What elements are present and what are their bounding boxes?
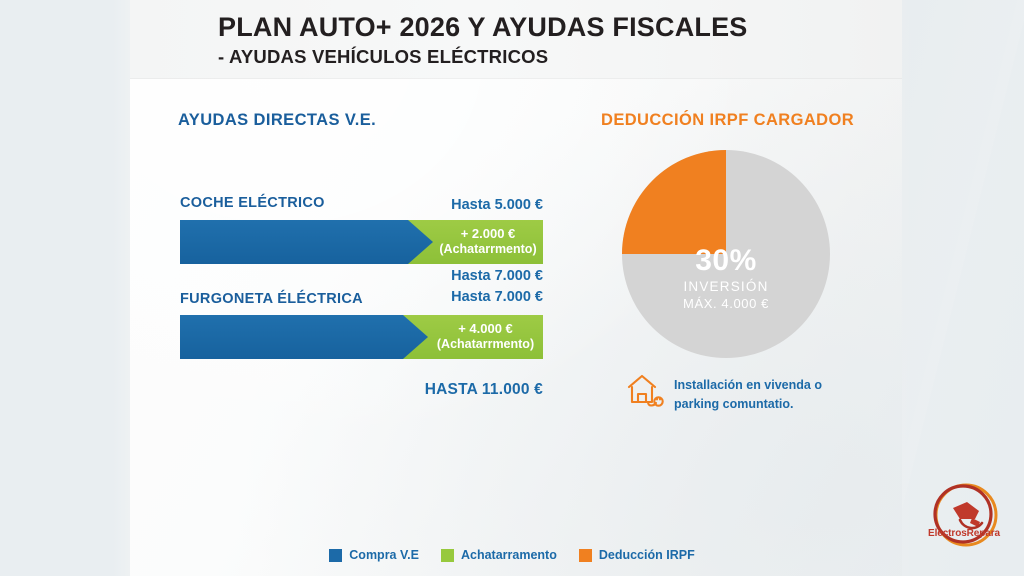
bar-bonus-amount: + 4.000 € (458, 321, 513, 337)
bar-segment-compra (180, 220, 433, 264)
brand-name: ElectrosRepara (928, 528, 1000, 539)
brand-logo: ElectrosRepara (920, 473, 1008, 561)
legend-swatch-orange-icon (578, 548, 592, 562)
header-band: PLAN AUTO+ 2026 Y AYUDAS FISCALES - AYUD… (130, 0, 902, 79)
legend-item-deduccion: Deducción IRPF (578, 548, 695, 562)
legend-swatch-green-icon (440, 548, 454, 562)
grand-total-amount: HASTA 11.000 € (424, 381, 543, 398)
installation-note-text: Installación en vivenda o parking comunt… (674, 376, 822, 412)
legend-swatch-blue-icon (329, 548, 343, 562)
pie-chart-svg (622, 150, 830, 358)
bar-category-label-coche: COCHE ELÉCTRICO (180, 195, 325, 211)
house-plug-icon (626, 372, 664, 417)
bar-bonus-label-furgoneta: + 4.000 € (Achatarrmento) (428, 315, 543, 359)
legend-label-deduccion: Deducción IRPF (598, 548, 695, 562)
section-heading-deduccion-irpf: DEDUCCIÓN IRPF CARGADOR (601, 111, 855, 129)
legend-item-compra: Compra V.E (329, 548, 419, 562)
bar-category-label-furgoneta: FURGONETA ÉLÉCTRICA (180, 291, 363, 307)
legend-label-achatarramento: Achatarramento (460, 548, 557, 562)
bar-bonus-note: (Achatarrmento) (439, 242, 537, 257)
bar-total-amount-coche: Hasta 7.000 € (451, 268, 543, 284)
bar-base-amount-furgoneta: Hasta 7.000 € (451, 289, 543, 305)
bar-furgoneta-electrica: + 4.000 € (Achatarrmento) (180, 315, 543, 359)
bar-bonus-label-coche: + 2.000 € (Achatarrmento) (433, 220, 543, 264)
installation-note: Installación en vivenda o parking comunt… (626, 372, 822, 417)
bar-bonus-note: (Achatarrmento) (436, 337, 535, 352)
section-heading-ayudas-directas: AYUDAS DIRECTAS V.E. (178, 111, 377, 129)
installation-note-line2: parking comuntatio. (674, 396, 794, 411)
pie-slice-deduccion (622, 150, 726, 254)
legend: Compra V.E Achatarramento Deducción IRPF (0, 548, 1024, 562)
legend-item-achatarramento: Achatarramento (440, 548, 557, 562)
bar-bonus-amount: + 2.000 € (460, 226, 516, 242)
page-title: PLAN AUTO+ 2026 Y AYUDAS FISCALES (218, 12, 748, 42)
pie-chart-deduccion-irpf: 30% INVERSIÓN MÁX. 4.000 € (622, 150, 830, 358)
bar-coche-electrico: + 2.000 € (Achatarrmento) (180, 220, 543, 264)
page-subtitle: - AYUDAS VEHÍCULOS ELÉCTRICOS (218, 46, 549, 67)
bar-segment-compra (180, 315, 428, 359)
ev-charger-plug-icon (933, 483, 998, 547)
bar-base-amount-coche: Hasta 5.000 € (451, 197, 543, 213)
legend-label-compra: Compra V.E (349, 548, 419, 562)
installation-note-line1: Installación en vivenda o (674, 378, 822, 393)
